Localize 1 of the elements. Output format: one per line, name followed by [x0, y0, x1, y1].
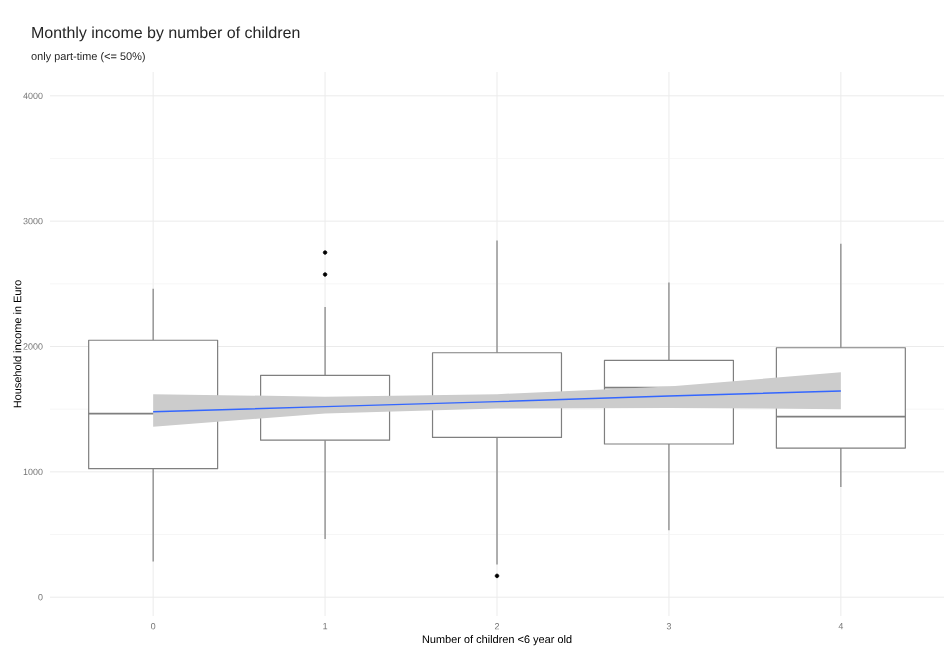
line-series: [152, 390, 842, 413]
